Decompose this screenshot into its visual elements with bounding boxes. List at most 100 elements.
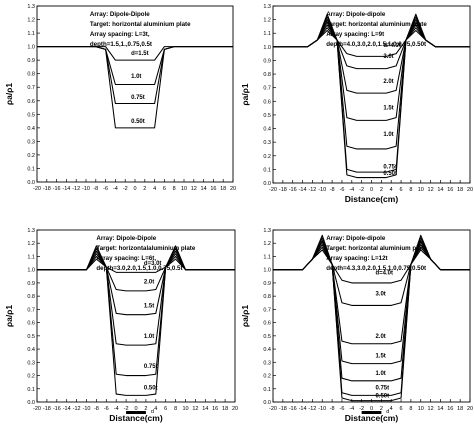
chart-bottom-right-ytick-label: 0.5 xyxy=(263,334,271,340)
chart-top-left-ytick-label: 0.3 xyxy=(27,139,35,145)
chart-bottom-left-ytick-label: 0.1 xyxy=(27,387,35,393)
chart-bottom-left-ytick-label: 1.3 xyxy=(27,228,35,234)
chart-top-left-series-line xyxy=(37,46,233,129)
chart-bottom-right-ytick-label: 0.0 xyxy=(263,400,271,406)
chart-bottom-right-ytick-label: 1.3 xyxy=(263,228,271,234)
chart-bottom-left-xtick-label: -14 xyxy=(63,406,71,412)
chart-bottom-left-xtick-label: 12 xyxy=(192,406,198,412)
chart-top-left-ytick-label: 0.4 xyxy=(27,126,35,132)
chart-bottom-right-xtick-label: -16 xyxy=(289,406,297,412)
chart-bottom-right-xtick-label: -6 xyxy=(340,406,345,412)
chart-bottom-right-xtick-label: 20 xyxy=(467,406,473,412)
chart-bottom-left-ytick-label: 1.2 xyxy=(27,241,35,247)
chart-bottom-left-xlabel: Distance(cm) xyxy=(109,413,163,423)
chart-top-left-ytick-label: 0.1 xyxy=(27,166,35,172)
chart-top-left-xtick-label: 12 xyxy=(191,186,197,192)
plate-marker-label: d xyxy=(151,409,154,415)
chart-bottom-right-ytick-label: 0.1 xyxy=(263,387,271,393)
chart-top-right-xtick-label: 20 xyxy=(467,187,473,193)
chart-bottom-left-ylabel: ρa/ρ1 xyxy=(4,305,14,328)
chart-top-left-xtick-label: -6 xyxy=(103,186,108,192)
chart-bottom-right-series-line xyxy=(273,249,470,284)
chart-top-right-curve-label: d=4.0t xyxy=(383,43,401,49)
chart-bottom-right-ytick-label: 0.7 xyxy=(263,307,271,313)
chart-bottom-left-xtick-label: 10 xyxy=(182,406,188,412)
chart-top-right-ytick-label: 0.0 xyxy=(263,181,271,187)
chart-top-right-ylabel: ρa/ρ1 xyxy=(240,83,250,106)
chart-bottom-left-ytick-label: 0.5 xyxy=(27,334,35,340)
chart-bottom-left-series-line xyxy=(37,247,235,377)
chart-top-right-annotation: depth=4.0,3.0,2.0,1.5,1.0,0.75,0.50t xyxy=(326,41,426,48)
chart-top-left-ytick-label: 1.2 xyxy=(27,18,35,24)
chart-bottom-right-curve-label: 1.0t xyxy=(375,371,385,377)
chart-bottom-right-xtick-label: 14 xyxy=(437,406,443,412)
chart-bottom-left-curve-label: 0.50t xyxy=(144,385,158,391)
chart-top-left-ytick-label: 1.1 xyxy=(27,31,35,37)
chart-bottom-left-xtick-label: 0 xyxy=(134,406,137,412)
chart-bottom-left-xtick-label: -18 xyxy=(43,406,51,412)
chart-bottom-left-curve-label: 1.5t xyxy=(144,303,154,309)
chart-bottom-left-curve-label: 2.0t xyxy=(144,280,154,286)
chart-top-right-ytick-label: 1.1 xyxy=(263,31,271,37)
chart-bottom-left-xtick-label: 2 xyxy=(144,406,147,412)
chart-top-left-ytick-label: 1.3 xyxy=(27,4,35,10)
chart-top-right-ytick-label: 0.6 xyxy=(263,99,271,105)
chart-bottom-right-ytick-label: 0.9 xyxy=(263,281,271,287)
chart-bottom-left-xtick-label: 18 xyxy=(222,406,228,412)
chart-top-right-xtick-label: -16 xyxy=(289,187,297,193)
chart-top-right-xtick-label: -20 xyxy=(269,187,277,193)
chart-top-left-curve-label: d=1.5t xyxy=(131,51,149,57)
chart-top-right-xtick-label: -8 xyxy=(330,187,335,193)
chart-bottom-right-curve-label: 0.50t xyxy=(375,393,389,399)
chart-bottom-left-ytick-label: 0.8 xyxy=(27,294,35,300)
chart-bottom-right-xtick-label: -20 xyxy=(269,406,277,412)
chart-top-right-xtick-label: -10 xyxy=(318,187,326,193)
chart-bottom-left-ytick-label: 0.7 xyxy=(27,307,35,313)
chart-bottom-right-annotation: depth=4.3,3.0,2.0,1.5,1.0,0.75,0.50t xyxy=(326,265,426,272)
chart-top-left-ytick-label: 0.7 xyxy=(27,85,35,91)
chart-top-right-ytick-label: 1.0 xyxy=(263,45,271,51)
chart-top-right-ytick-label: 1.3 xyxy=(263,4,271,10)
chart-bottom-right-series-line xyxy=(273,234,470,402)
chart-bottom-left-ytick-label: 0.6 xyxy=(27,321,35,327)
chart-top-right-annotation: Array spacing: L=9t xyxy=(326,31,384,38)
chart-top-right-xtick-label: -14 xyxy=(299,187,307,193)
chart-bottom-left-series-line xyxy=(37,258,235,273)
chart-bottom-left-ytick-label: 0.2 xyxy=(27,374,35,380)
chart-top-right-xtick-label: -18 xyxy=(279,187,287,193)
chart-top-right-series-line xyxy=(273,29,470,57)
chart-bottom-left-xtick-label: -2 xyxy=(124,406,129,412)
chart-bottom-right-xtick-label: -4 xyxy=(349,406,354,412)
chart-bottom-left-xtick-label: 4 xyxy=(154,406,157,412)
chart-top-right-annotation: Array: Dipole-dipole xyxy=(326,11,386,18)
chart-bottom-left-xtick-label: -12 xyxy=(73,406,81,412)
chart-top-right-ytick-label: 0.1 xyxy=(263,167,271,173)
chart-bottom-left-curve-label: 1.0t xyxy=(144,334,154,340)
chart-bottom-right-ytick-label: 1.0 xyxy=(263,268,271,274)
chart-bottom-right-curve-label: d=4.0t xyxy=(375,270,393,276)
chart-top-right-curve-label: 2.0t xyxy=(383,79,393,85)
chart-bottom-left-ytick-label: 0.9 xyxy=(27,281,35,287)
chart-top-left-curve-label: 0.75t xyxy=(131,95,145,101)
chart-top-left-xtick-label: -16 xyxy=(53,186,61,192)
chart-bottom-left-xtick-label: 16 xyxy=(212,406,218,412)
chart-bottom-left-ytick-label: 0.3 xyxy=(27,360,35,366)
chart-top-left-xtick-label: -12 xyxy=(72,186,80,192)
chart-bottom-right-xtick-label: 18 xyxy=(457,406,463,412)
chart-bottom-left-ytick-label: 1.1 xyxy=(27,254,35,260)
chart-bottom-left-series-line xyxy=(37,250,235,346)
chart-top-left-xtick-label: -8 xyxy=(93,186,98,192)
chart-top-right-curve-label: 1.5t xyxy=(383,106,393,112)
chart-top-left-xtick-label: 14 xyxy=(201,186,207,192)
chart-bottom-left-ytick-label: 1.0 xyxy=(27,268,35,274)
chart-top-right-ytick-label: 0.5 xyxy=(263,113,271,119)
chart-bottom-right-ytick-label: 1.2 xyxy=(263,241,271,247)
chart-bottom-left-xtick-label: -4 xyxy=(114,406,119,412)
chart-top-right-ytick-label: 0.3 xyxy=(263,140,271,146)
chart-bottom-left-ytick-label: 0.4 xyxy=(27,347,35,353)
chart-top-left-xtick-label: 20 xyxy=(230,186,236,192)
chart-bottom-left-xtick-label: -16 xyxy=(53,406,61,412)
chart-bottom-left-xtick-label: 20 xyxy=(232,406,238,412)
chart-top-left-xtick-label: -20 xyxy=(33,186,41,192)
chart-top-right-xtick-label: 6 xyxy=(400,187,403,193)
